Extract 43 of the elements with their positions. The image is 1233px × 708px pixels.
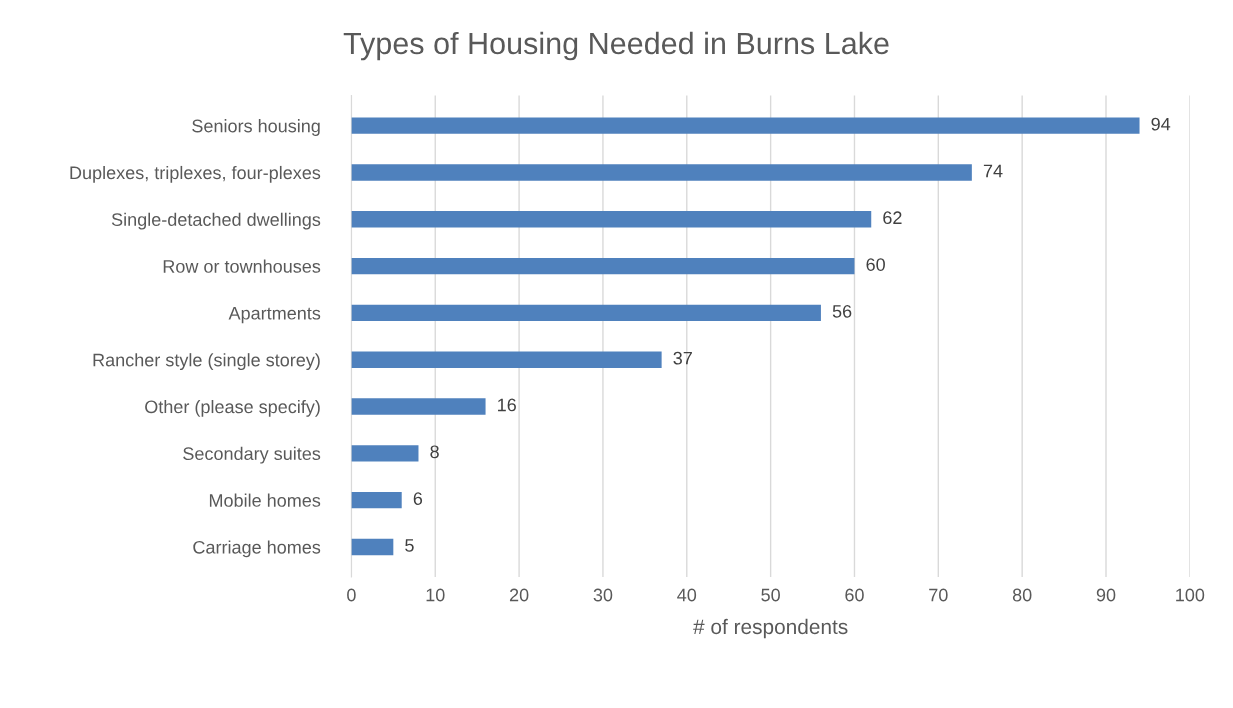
bar xyxy=(351,117,1140,134)
data-label: 56 xyxy=(832,304,852,318)
bar xyxy=(351,304,821,322)
bar xyxy=(351,257,855,275)
y-tick-label: Apartments xyxy=(228,307,321,324)
x-tick-label: 100 xyxy=(1176,588,1205,602)
x-tick-label: 90 xyxy=(1096,588,1116,602)
x-tick-label: 10 xyxy=(426,588,445,602)
x-tick-label: 40 xyxy=(677,588,697,602)
bar xyxy=(351,351,662,368)
chart-title: Types of Housing Needed in Burns Lake xyxy=(343,31,889,61)
data-label: 5 xyxy=(405,539,414,552)
x-tick-label: 60 xyxy=(845,588,864,602)
data-label: 74 xyxy=(983,164,1003,178)
data-label: 94 xyxy=(1151,117,1171,131)
x-tick-label: 50 xyxy=(761,588,780,602)
x-tick-label: 80 xyxy=(1012,588,1032,602)
bar xyxy=(351,211,872,228)
x-tick-label: 0 xyxy=(347,588,356,602)
bar xyxy=(351,164,972,181)
y-tick-label: Mobile homes xyxy=(209,493,321,507)
y-tick-label: Other (please specify) xyxy=(145,399,320,417)
data-label: 8 xyxy=(430,445,439,459)
x-axis-title: # of respondents xyxy=(693,618,848,639)
x-tick-label: 20 xyxy=(509,588,529,602)
x-tick-label: 30 xyxy=(593,588,613,602)
y-tick-label: Seniors housing xyxy=(192,119,320,136)
y-tick-label: Single-detached dwellings xyxy=(111,212,321,230)
data-label: 37 xyxy=(673,351,692,365)
bar xyxy=(351,445,419,462)
y-tick-label: Rancher style (single storey) xyxy=(93,353,320,370)
bar xyxy=(351,538,394,556)
data-label: 6 xyxy=(413,492,423,505)
data-label: 16 xyxy=(498,398,516,412)
y-tick-label: Secondary suites xyxy=(183,446,321,464)
y-tick-label: Duplexes, triplexes, four-plexes xyxy=(70,165,321,183)
x-tick-label: 70 xyxy=(929,588,948,602)
y-tick-label: Carriage homes xyxy=(193,540,321,558)
y-tick-label: Row or townhouses xyxy=(163,259,321,273)
bar xyxy=(351,491,402,509)
data-label: 60 xyxy=(866,258,885,271)
bar xyxy=(351,398,486,415)
data-label: 62 xyxy=(883,211,902,225)
